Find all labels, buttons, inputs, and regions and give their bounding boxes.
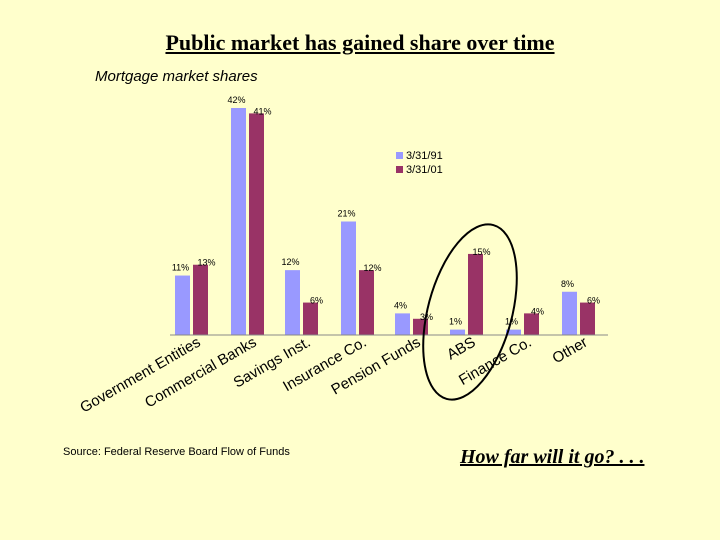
bar-2001-3	[359, 270, 374, 335]
data-label: 12%	[363, 263, 381, 273]
bar-1991-4	[395, 313, 410, 335]
category-label: Other	[550, 334, 591, 367]
data-label: 42%	[227, 95, 245, 105]
slide-title: Public market has gained share over time	[165, 30, 555, 55]
legend-label: 3/31/91	[406, 150, 443, 162]
data-label: 4%	[531, 306, 544, 316]
data-label: 4%	[394, 300, 407, 310]
bar-1991-7	[562, 291, 577, 335]
legend-label: 3/31/01	[406, 164, 443, 176]
bar-1991-2	[285, 270, 300, 335]
closing-question: How far will it go? . . .	[460, 446, 645, 468]
bar-1991-6	[506, 329, 521, 335]
bar-2001-2	[303, 302, 318, 335]
legend-swatch	[396, 152, 403, 159]
bar-1991-3	[341, 221, 356, 335]
data-label: 12%	[281, 257, 299, 267]
bar-1991-5	[450, 329, 465, 335]
bar-2001-0	[193, 264, 208, 335]
data-label: 6%	[587, 296, 600, 306]
legend-swatch	[396, 166, 403, 173]
value-labels-group: 11% 13%42%41%12%6%21%12%4%3% 1%15%1%4%8%6%	[172, 95, 600, 327]
data-label: 41%	[253, 106, 271, 116]
bar-1991-1	[231, 108, 246, 335]
data-label: 8%	[561, 279, 574, 289]
bars-group	[175, 108, 595, 336]
data-label: 1%	[449, 317, 462, 327]
bar-2001-7	[580, 302, 595, 335]
bar-2001-6	[524, 313, 539, 335]
bar-2001-1	[249, 113, 264, 336]
data-label: 13%	[197, 258, 215, 268]
bar-1991-0	[175, 275, 190, 335]
category-label: ABS	[444, 334, 478, 364]
source-note: Source: Federal Reserve Board Flow of Fu…	[63, 446, 290, 458]
bar-2001-5	[468, 253, 483, 335]
data-label: 15%	[472, 247, 490, 257]
chart-subtitle: Mortgage market shares	[95, 68, 258, 85]
data-label: 21%	[337, 209, 355, 219]
data-label: 6%	[310, 296, 323, 306]
highlight-ellipse	[422, 223, 518, 401]
data-label: 11%	[172, 263, 189, 273]
legend: 3/31/91 3/31/01	[396, 150, 443, 176]
